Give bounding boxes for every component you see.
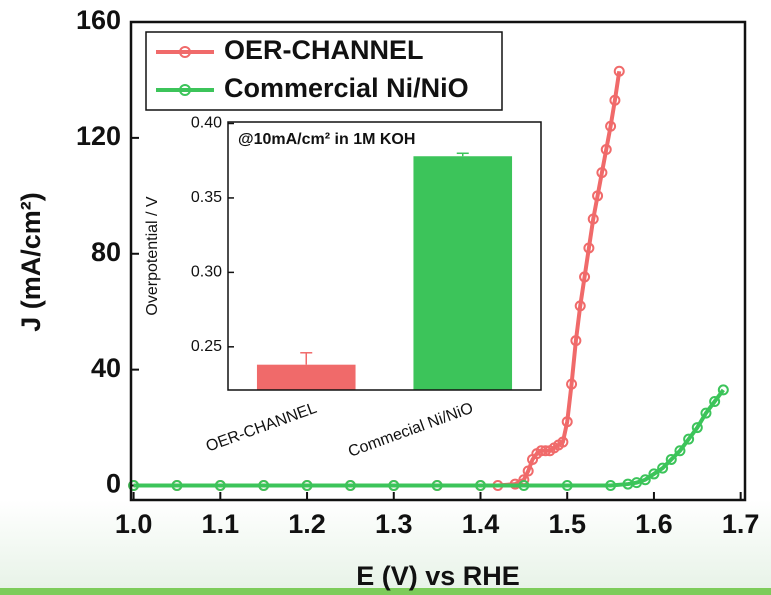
inset-y-tick-label: 0.40: [191, 115, 222, 132]
x-tick-label: 1.7: [722, 509, 760, 539]
y-axis-title: J (mA/cm²): [16, 192, 46, 332]
chart: E (V) vs RHE J (mA/cm²) 1.0 1.1 1.2 1.3 1.4 1…: [0, 0, 771, 595]
bar: [257, 365, 356, 390]
x-tick-label: 1.2: [288, 509, 326, 539]
page: E (V) vs RHE J (mA/cm²) 1.0 1.1 1.2 1.3 1.4 1…: [0, 0, 771, 595]
y-tick-label: 160: [76, 5, 121, 35]
x-tick-label: 1.5: [548, 509, 586, 539]
x-tick-label: 1.3: [375, 509, 413, 539]
x-category-label: OER-CHANNEL: [204, 400, 319, 456]
x-tick-label: 1.4: [462, 509, 500, 539]
inset-y-tick-label: 0.25: [191, 338, 222, 355]
legend-label: OER-CHANNEL: [224, 35, 424, 65]
bar: [413, 156, 512, 390]
x-tick-label: 1.1: [202, 509, 240, 539]
x-tick-label: 1.0: [115, 509, 153, 539]
x-category-label: Commecial Ni/NiO: [346, 400, 475, 461]
y-tick-label: 0: [106, 469, 121, 499]
y-tick-label: 80: [91, 237, 121, 267]
inset-y-tick-label: 0.30: [191, 264, 222, 281]
inset-y-tick-label: 0.35: [191, 189, 222, 206]
x-tick-label: 1.6: [635, 509, 673, 539]
inset-title: @10mA/cm² in 1M KOH: [238, 131, 415, 148]
x-axis-title: E (V) vs RHE: [356, 561, 520, 591]
inset-y-title: Overpotential / V: [144, 196, 161, 316]
legend-label: Commercial Ni/NiO: [224, 73, 469, 103]
y-tick-label: 40: [91, 353, 121, 383]
y-tick-label: 120: [76, 121, 121, 151]
